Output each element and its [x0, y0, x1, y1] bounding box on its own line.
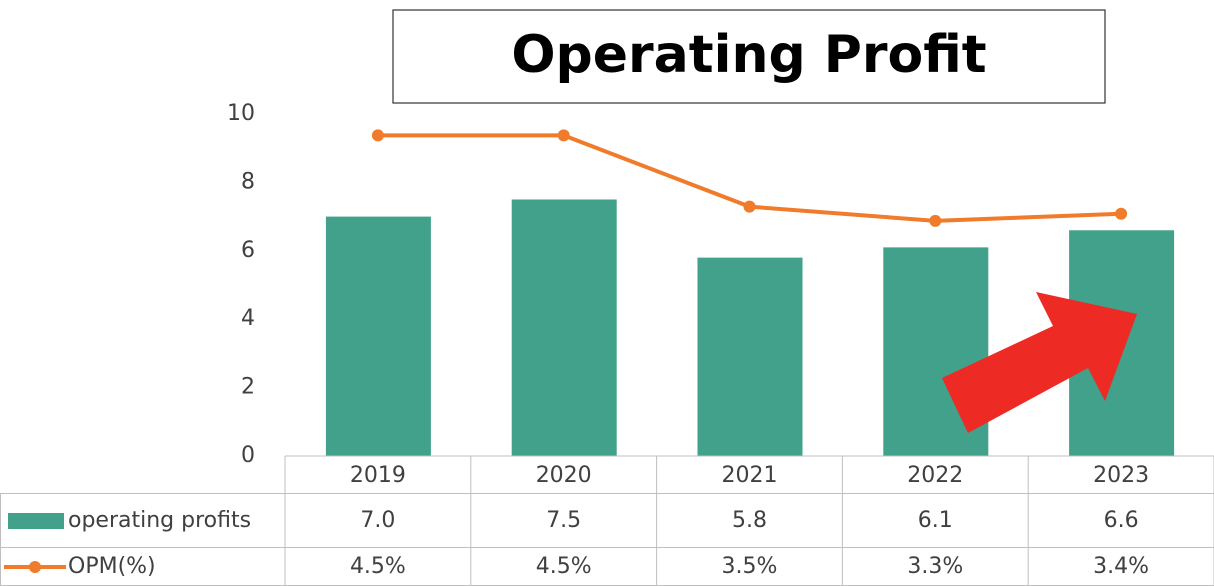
y-tick-label: 4 — [241, 306, 255, 331]
legend-swatch — [29, 561, 41, 573]
annotation-arrow — [942, 292, 1137, 433]
table-value: 7.0 — [360, 508, 395, 533]
line-point — [371, 129, 384, 142]
x-tick-label: 2021 — [722, 463, 778, 488]
y-tick-label: 10 — [227, 101, 255, 126]
y-tick-label: 0 — [241, 443, 255, 468]
chart-title: Operating Profit — [511, 25, 986, 85]
bar — [325, 216, 431, 456]
x-tick-label: 2022 — [907, 463, 963, 488]
y-tick-label: 6 — [241, 238, 255, 263]
legend-label: OPM(%) — [68, 554, 156, 579]
bar — [511, 199, 617, 456]
table-value: 7.5 — [546, 508, 581, 533]
line-point — [929, 214, 942, 227]
table-value: 3.5% — [722, 554, 778, 579]
line-point — [743, 200, 756, 213]
line-point — [1115, 207, 1128, 220]
line-point — [557, 129, 570, 142]
table-value: 4.5% — [536, 554, 592, 579]
y-tick-label: 2 — [241, 375, 255, 400]
legend-swatch — [8, 513, 64, 529]
table-value: 3.3% — [907, 554, 963, 579]
table-value: 3.4% — [1093, 554, 1149, 579]
x-tick-label: 2020 — [536, 463, 592, 488]
table-value: 6.1 — [918, 508, 953, 533]
table-value: 4.5% — [350, 554, 406, 579]
title-box — [392, 9, 1106, 104]
legend-label: operating profits — [68, 508, 251, 533]
y-tick-label: 8 — [241, 169, 255, 194]
x-tick-label: 2019 — [350, 463, 406, 488]
x-tick-label: 2023 — [1093, 463, 1149, 488]
table-value: 6.6 — [1104, 508, 1139, 533]
bar — [697, 257, 803, 456]
table-value: 5.8 — [732, 508, 767, 533]
